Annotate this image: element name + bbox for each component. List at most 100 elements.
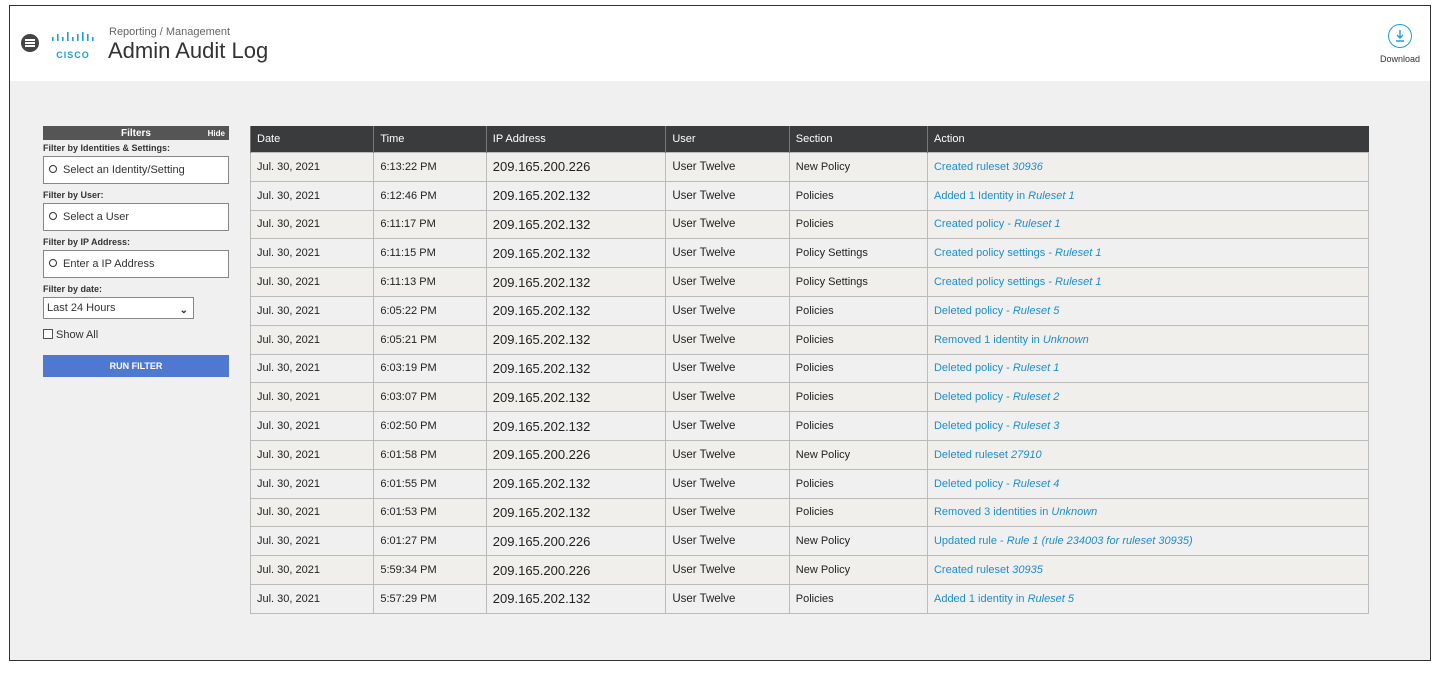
- table-cell: Jul. 30, 2021: [249, 209, 375, 240]
- table-cell: Policies: [788, 497, 928, 528]
- table-cell: 6:12:46 PM: [373, 180, 487, 211]
- action-text[interactable]: Created policy settings -: [933, 276, 1056, 289]
- table-cell: 209.165.202.132: [485, 180, 667, 211]
- action-text[interactable]: Created ruleset: [933, 564, 1013, 577]
- action-text[interactable]: Deleted policy -: [933, 362, 1013, 375]
- table-cell: 209.165.202.132: [485, 209, 667, 240]
- action-text[interactable]: Added 1 Identity in: [933, 189, 1029, 202]
- table-cell: 209.165.202.132: [485, 583, 667, 614]
- action-target[interactable]: 27910: [1011, 448, 1042, 461]
- table-cell: 209.165.202.132: [485, 468, 667, 499]
- table-cell: Jul. 30, 2021: [249, 324, 375, 355]
- action-text[interactable]: Removed 1 identity in: [933, 333, 1043, 346]
- filter-label: Filter by IP Address:: [43, 237, 131, 247]
- show-all-checkbox[interactable]: Show All: [43, 329, 229, 341]
- table-cell: User Twelve: [665, 295, 790, 326]
- table-row: Jul. 30, 2021 6:05:22 PM 209.165.202.132 Us…: [249, 295, 1370, 326]
- table-row: Jul. 30, 2021 6:01:27 PM 209.165.200.226 Us…: [249, 526, 1370, 557]
- action-target[interactable]: Ruleset 1: [1028, 189, 1075, 202]
- table-cell: User Twelve: [665, 497, 790, 528]
- action-text[interactable]: Created ruleset: [933, 160, 1013, 173]
- table-cell: 6:11:13 PM: [373, 267, 487, 297]
- table-cell: Jul. 30, 2021: [249, 267, 375, 297]
- action-text[interactable]: Created policy -: [933, 218, 1015, 231]
- action-target[interactable]: 30936: [1012, 160, 1043, 173]
- action-text[interactable]: Deleted policy -: [933, 477, 1013, 490]
- action-cell: Deleted policy - Ruleset 1: [926, 353, 1370, 384]
- menu-button[interactable]: [21, 34, 39, 52]
- table-cell: User Twelve: [665, 555, 790, 585]
- hide-button[interactable]: Hide: [207, 129, 225, 138]
- action-target[interactable]: Ruleset 1: [1055, 276, 1102, 289]
- action-target[interactable]: Rule 1 (rule 234003 for ruleset 30935): [1006, 535, 1193, 548]
- table-cell: User Twelve: [665, 324, 790, 355]
- action-text[interactable]: Deleted ruleset: [933, 448, 1012, 461]
- action-target[interactable]: 30935: [1012, 564, 1043, 577]
- table-cell: Jul. 30, 2021: [249, 353, 375, 384]
- logo: CISCO: [50, 31, 96, 60]
- action-text[interactable]: Deleted policy -: [933, 420, 1013, 433]
- action-text[interactable]: Created policy settings -: [933, 247, 1056, 260]
- download-button[interactable]: Download: [1378, 24, 1422, 64]
- table-cell: New Policy: [788, 526, 928, 557]
- action-target[interactable]: Ruleset 1: [1014, 218, 1061, 231]
- logo-bars: [52, 32, 94, 41]
- filter-input[interactable]: Enter a IP Address: [43, 250, 229, 278]
- action-text[interactable]: Updated rule -: [933, 535, 1007, 548]
- column-header: Section: [788, 126, 928, 153]
- table-row: Jul. 30, 2021 6:01:53 PM 209.165.202.132 Us…: [249, 497, 1370, 528]
- action-cell: Deleted policy - Ruleset 5: [926, 295, 1370, 326]
- column-header: Date: [249, 126, 374, 153]
- action-target[interactable]: Ruleset 5: [1012, 304, 1060, 317]
- table-cell: Jul. 30, 2021: [249, 497, 375, 528]
- table-row: Jul. 30, 2021 6:02:50 PM 209.165.202.132 Us…: [249, 411, 1370, 441]
- column-header: User: [665, 126, 790, 153]
- run-filter-button[interactable]: RUN FILTER: [43, 355, 229, 377]
- table-cell: Jul. 30, 2021: [249, 468, 375, 499]
- action-text[interactable]: Deleted policy -: [933, 304, 1013, 317]
- action-target[interactable]: Ruleset 2: [1012, 391, 1060, 404]
- filter-input[interactable]: Select an Identity/Setting: [43, 156, 229, 184]
- filters-title: Filters: [120, 128, 151, 139]
- table-row: Jul. 30, 2021 6:03:19 PM 209.165.202.132 Us…: [249, 353, 1370, 384]
- table-row: Jul. 30, 2021 6:11:15 PM 209.165.202.132 Us…: [249, 238, 1370, 269]
- action-cell: Updated rule - Rule 1 (rule 234003 for r…: [926, 526, 1370, 557]
- table-cell: Jul. 30, 2021: [249, 526, 375, 557]
- table-cell: 6:01:55 PM: [373, 468, 487, 499]
- action-target[interactable]: Ruleset 5: [1027, 592, 1075, 605]
- table-cell: Jul. 30, 2021: [249, 555, 375, 585]
- table-cell: Policy Settings: [788, 267, 928, 297]
- table-row: Jul. 30, 2021 6:12:46 PM 209.165.202.132 Us…: [249, 180, 1370, 211]
- action-cell: Removed 3 identities in Unknown: [926, 497, 1370, 528]
- action-cell: Created ruleset 30936: [926, 152, 1370, 182]
- filter-label: Filter by Identities & Settings:: [43, 143, 171, 153]
- breadcrumb[interactable]: Reporting / Management: [109, 26, 231, 38]
- action-text[interactable]: Added 1 identity in: [933, 592, 1028, 605]
- action-target[interactable]: Ruleset 3: [1012, 420, 1060, 433]
- table-cell: 6:03:19 PM: [373, 353, 487, 384]
- table-cell: Jul. 30, 2021: [249, 382, 375, 413]
- action-text[interactable]: Deleted policy -: [933, 391, 1013, 404]
- column-header: Time: [373, 126, 487, 153]
- action-target[interactable]: Ruleset 1: [1012, 362, 1060, 375]
- action-text[interactable]: Removed 3 identities in: [933, 506, 1052, 519]
- action-target[interactable]: Ruleset 1: [1055, 247, 1102, 260]
- table-cell: Policy Settings: [788, 238, 928, 269]
- action-cell: Created policy settings - Ruleset 1: [926, 238, 1370, 269]
- filter-label: Filter by User:: [43, 190, 104, 200]
- action-cell: Created ruleset 30935: [926, 555, 1370, 585]
- table-cell: Policies: [788, 583, 928, 614]
- action-target[interactable]: Ruleset 4: [1012, 477, 1060, 490]
- action-target[interactable]: Unknown: [1042, 333, 1089, 346]
- table-cell: Policies: [788, 295, 928, 326]
- action-target[interactable]: Unknown: [1051, 506, 1098, 519]
- table-cell: User Twelve: [665, 180, 790, 211]
- date-select[interactable]: Last 24 Hours ⌄: [43, 297, 194, 319]
- table-row: Jul. 30, 2021 6:13:22 PM 209.165.200.226 Us…: [249, 152, 1370, 182]
- table-cell: User Twelve: [665, 267, 790, 297]
- filter-input[interactable]: Select a User: [43, 203, 229, 231]
- table-cell: Policies: [788, 180, 928, 211]
- table-cell: User Twelve: [665, 209, 790, 240]
- table-cell: 209.165.202.132: [485, 497, 667, 528]
